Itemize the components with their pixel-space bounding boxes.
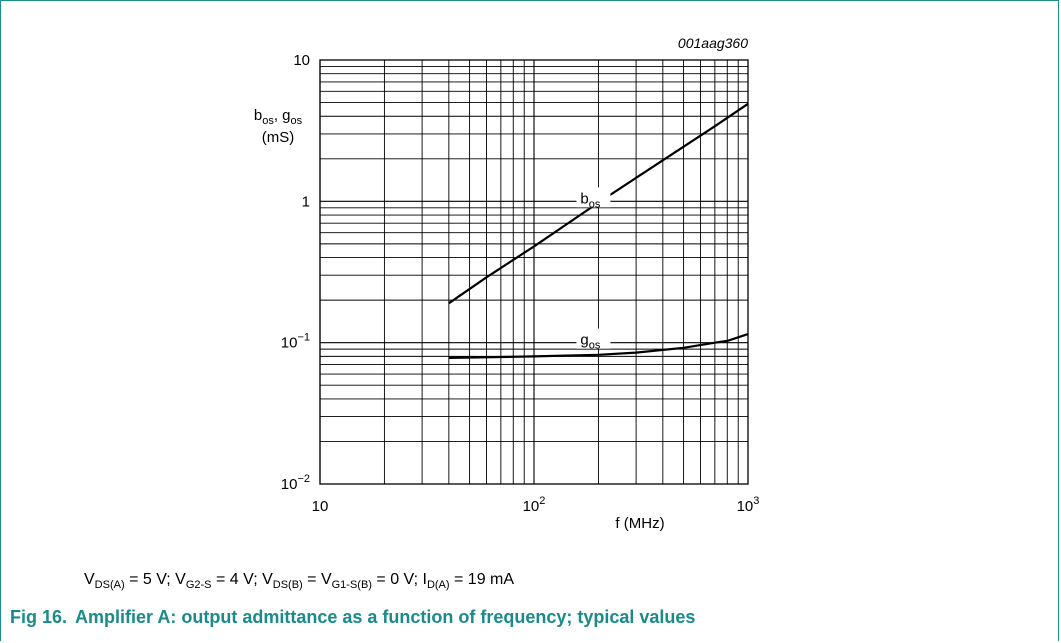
admittance-chart: bos gos 10 102 103 10 1 10−1 10−2 f (MHz) bos, go…	[254, 35, 760, 532]
condition-subscript: DS(B)	[272, 579, 303, 592]
figure-code: 001aag360	[678, 35, 748, 51]
y-axis-unit: (mS)	[262, 129, 295, 146]
condition-subscript: G1-S(B)	[331, 579, 372, 592]
series-label-bg	[576, 187, 611, 208]
figure-caption: Fig 16. Amplifier A: output admittance as…	[10, 607, 695, 628]
condition-subscript: G2-S	[185, 579, 212, 592]
condition-subscript: D(A)	[426, 579, 450, 592]
x-tick-label: 102	[523, 495, 546, 515]
y-axis-label: bos, gos	[254, 107, 303, 127]
y-tick-label: 10−1	[281, 332, 310, 352]
condition-text: V	[84, 571, 95, 588]
grid	[319, 59, 749, 485]
condition-subscript: DS(A)	[94, 579, 125, 592]
y-tick-label: 1	[302, 193, 310, 210]
x-tick-label: 103	[737, 495, 760, 515]
series-line-gos	[448, 333, 749, 359]
series-label-bg	[576, 328, 611, 349]
series-layer: bos gos	[448, 102, 749, 359]
figure-number: Fig 16.	[10, 607, 68, 627]
series-label-bos: bos	[580, 190, 600, 210]
figure-title: Amplifier A: output admittance as a func…	[75, 607, 696, 627]
test-conditions: VDS(A) = 5 V; VG2-S = 4 V; VDS(B) = VG1-…	[84, 571, 514, 591]
series-label-gos: gos	[580, 332, 600, 352]
condition-text: = V	[302, 571, 332, 588]
condition-text: = 0 V; I	[371, 571, 427, 588]
condition-text: = 19 mA	[449, 571, 515, 588]
y-tick-label: 10	[293, 52, 310, 69]
condition-text: = 4 V; V	[211, 571, 273, 588]
x-tick-label: 10	[312, 498, 329, 515]
plot-border	[319, 59, 749, 485]
y-tick-label: 10−2	[281, 473, 310, 493]
labels-layer: 10 102 103 10 1 10−1 10−2 f (MHz) bos, gos (mS) 00…	[254, 35, 760, 532]
x-axis-label: f (MHz)	[615, 515, 664, 532]
condition-text: = 5 V; V	[124, 571, 186, 588]
